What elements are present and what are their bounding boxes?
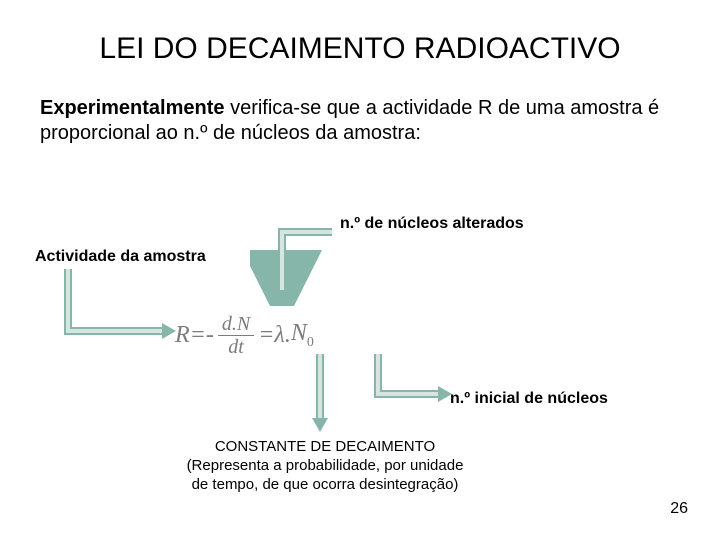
caption-line3: de tempo, de que ocorra desintegração) xyxy=(192,476,459,493)
eq-equals-1: = xyxy=(190,322,206,349)
eq-lambda: λ xyxy=(274,322,284,349)
caption-line2: (Representa a probabilidade, por unidade xyxy=(187,457,464,474)
label-actividade: Actividade da amostra xyxy=(35,248,206,266)
page-number: 26 xyxy=(670,500,688,518)
eq-minus: - xyxy=(206,322,214,349)
equation: R = - d.N dt = λ . N0 xyxy=(175,305,400,365)
eq-fraction: d.N dt xyxy=(218,313,254,358)
arrow-to-N0-label xyxy=(368,352,458,404)
eq-denominator: dt xyxy=(224,336,248,358)
arrow-to-R xyxy=(58,265,178,345)
label-inicial-nucleos: n.º inicial de núcleos xyxy=(450,390,608,408)
eq-N0: N0 xyxy=(291,320,314,351)
caption-constant: CONSTANTE DE DECAIMENTO (Representa a pr… xyxy=(185,438,465,494)
slide-title: LEI DO DECAIMENTO RADIOACTIVO xyxy=(0,0,720,66)
eq-numerator: d.N xyxy=(218,313,254,336)
caption-line1: CONSTANTE DE DECAIMENTO xyxy=(215,438,435,455)
body-paragraph: Experimentalmente verifica-se que a acti… xyxy=(0,96,720,146)
arrow-to-caption xyxy=(305,352,335,434)
arrow-to-dN xyxy=(250,228,340,306)
bold-word: Experimentalmente xyxy=(40,97,225,119)
eq-equals-2: = xyxy=(258,322,274,349)
label-nucleos-alterados: n.º de núcleos alterados xyxy=(340,215,524,233)
